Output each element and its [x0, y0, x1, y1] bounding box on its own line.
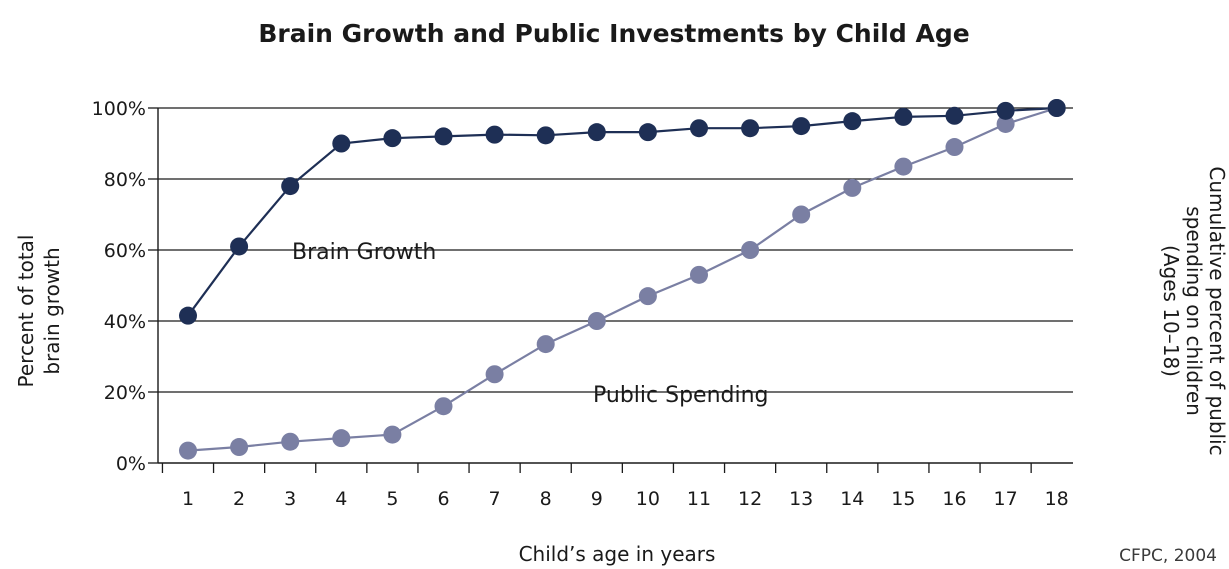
series-line-brain-growth: [187, 106, 1057, 317]
data-point-public-spending: [741, 241, 760, 259]
data-point-brain-growth: [332, 134, 351, 153]
data-point-public-spending: [434, 397, 453, 416]
series-label-public-spending: Public Spending: [593, 383, 769, 408]
data-point-brain-growth: [485, 125, 504, 144]
data-point-public-spending: [587, 312, 606, 330]
x-tick-label: 4: [335, 488, 347, 510]
data-point-brain-growth: [230, 237, 249, 256]
y2-axis-title-line-3: (Ages 10–18): [1159, 245, 1183, 377]
data-point-brain-growth: [894, 107, 913, 126]
y-axis-title-line-2: brain growth: [40, 247, 64, 374]
series-label-brain-growth: Brain Growth: [292, 240, 436, 265]
axes: [148, 107, 1073, 473]
y-tick-label: 100%: [92, 98, 146, 120]
y-tick-label: 80%: [104, 169, 146, 191]
x-tick-label: 6: [437, 488, 449, 510]
x-tick-label: 10: [636, 488, 660, 510]
data-point-public-spending: [230, 438, 249, 457]
x-tick-label: 12: [738, 488, 762, 510]
data-point-public-spending: [690, 265, 708, 284]
x-tick-label: 3: [284, 488, 296, 510]
data-point-brain-growth: [587, 123, 606, 142]
data-point-public-spending: [536, 335, 555, 354]
x-tick-label: 5: [386, 488, 398, 510]
data-point-brain-growth: [536, 126, 555, 145]
x-tick-labels: 1 2 3 4 5 6 7 8 9 10 11 12 13 14 15 16 17 18: [182, 488, 1069, 510]
data-point-brain-growth: [383, 129, 402, 148]
y-axis-title: Percent of total brain growth: [14, 235, 64, 388]
data-point-public-spending: [485, 365, 504, 384]
data-point-public-spending: [843, 178, 862, 197]
x-tick-label: 2: [233, 488, 245, 510]
y-tick-label: 60%: [104, 240, 146, 262]
y-tick-label: 20%: [104, 382, 146, 404]
y-tick-label: 40%: [104, 311, 146, 333]
data-point-brain-growth: [281, 177, 300, 196]
x-tick-label: 16: [942, 488, 966, 510]
data-point-brain-growth: [179, 306, 197, 325]
data-point-brain-growth: [843, 112, 862, 131]
data-point-brain-growth: [996, 101, 1015, 120]
data-point-public-spending: [179, 441, 197, 460]
y2-axis-title-line-1: Cumulative percent of public: [1205, 166, 1229, 455]
y2-axis-title: Cumulative percent of public spending on…: [1159, 166, 1229, 455]
x-tick-label: 18: [1045, 488, 1069, 510]
data-point-brain-growth: [792, 117, 811, 136]
x-tick-label: 17: [994, 488, 1018, 510]
data-point-brain-growth: [690, 119, 708, 138]
data-point-public-spending: [281, 432, 300, 451]
data-point-public-spending: [894, 157, 913, 176]
x-tick-label: 7: [489, 488, 501, 510]
data-point-public-spending: [996, 114, 1015, 133]
data-point-public-spending: [945, 138, 964, 157]
x-tick-label: 1: [182, 488, 194, 510]
data-point-brain-growth: [434, 127, 453, 146]
x-tick-label: 14: [840, 488, 864, 510]
data-point-public-spending: [792, 205, 811, 224]
series-points: [179, 99, 1066, 460]
source-note: CFPC, 2004: [1119, 546, 1217, 566]
x-tick-label: 9: [591, 488, 603, 510]
data-point-public-spending: [638, 287, 657, 306]
x-tick-label: 13: [789, 488, 813, 510]
data-point-brain-growth: [1047, 99, 1066, 117]
data-point-brain-growth: [945, 106, 964, 125]
x-tick-label: 11: [687, 488, 711, 510]
y-tick-labels: 0% 20% 40% 60% 80% 100%: [92, 98, 146, 475]
gridlines: [158, 107, 1073, 393]
y-tick-label: 0%: [116, 453, 146, 475]
y2-axis-title-line-2: spending on children: [1182, 206, 1206, 416]
data-point-brain-growth: [741, 119, 760, 138]
y-axis-title-line-1: Percent of total: [14, 235, 38, 388]
x-tick-label: 15: [891, 488, 915, 510]
x-axis-title: Child’s age in years: [519, 542, 716, 566]
data-point-public-spending: [383, 425, 402, 444]
x-tick-label: 8: [540, 488, 552, 510]
chart-title: Brain Growth and Public Investments by C…: [258, 19, 969, 48]
data-point-public-spending: [332, 429, 351, 448]
data-point-brain-growth: [638, 123, 657, 142]
